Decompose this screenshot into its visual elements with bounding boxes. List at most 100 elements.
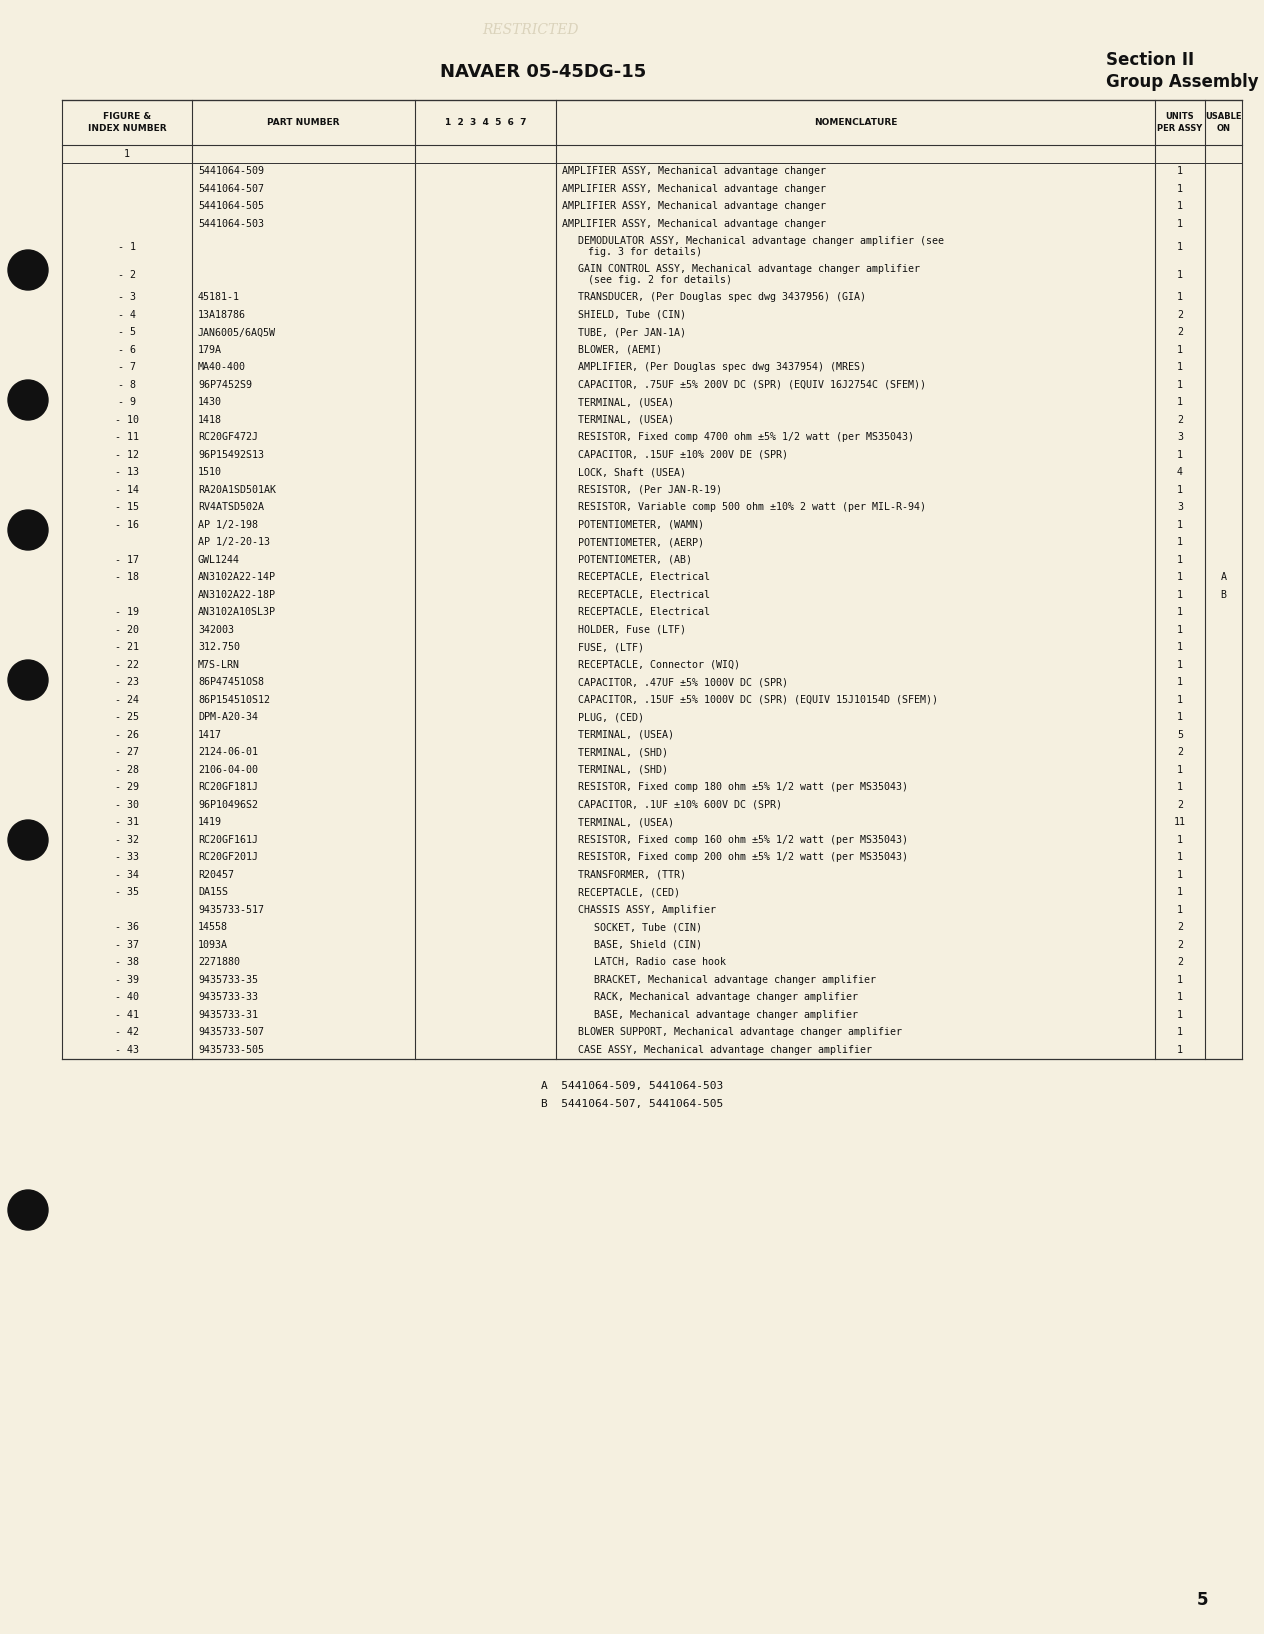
- Text: RESISTOR, Fixed comp 200 ohm ±5% 1/2 watt (per MS35043): RESISTOR, Fixed comp 200 ohm ±5% 1/2 wat…: [578, 853, 908, 863]
- Text: (see fig. 2 for details): (see fig. 2 for details): [588, 275, 732, 284]
- Text: 2106-04-00: 2106-04-00: [198, 765, 258, 775]
- Text: CASE ASSY, Mechanical advantage changer amplifier: CASE ASSY, Mechanical advantage changer …: [578, 1044, 872, 1056]
- Text: 1: 1: [1177, 608, 1183, 618]
- Text: 2271880: 2271880: [198, 958, 240, 967]
- Text: 1419: 1419: [198, 817, 222, 827]
- Text: AMPLIFIER ASSY, Mechanical advantage changer: AMPLIFIER ASSY, Mechanical advantage cha…: [562, 183, 825, 194]
- Text: 5: 5: [1196, 1592, 1207, 1609]
- Text: 1: 1: [1177, 905, 1183, 915]
- Text: - 1: - 1: [118, 242, 137, 252]
- Text: 1: 1: [1177, 379, 1183, 391]
- Text: - 6: - 6: [118, 345, 137, 355]
- Text: 96P10496S2: 96P10496S2: [198, 799, 258, 810]
- Text: 2: 2: [1177, 747, 1183, 757]
- Text: POTENTIOMETER, (WAMN): POTENTIOMETER, (WAMN): [578, 520, 704, 529]
- Text: - 27: - 27: [115, 747, 139, 757]
- Text: CAPACITOR, .75UF ±5% 200V DC (SPR) (EQUIV 16J2754C (SFEM)): CAPACITOR, .75UF ±5% 200V DC (SPR) (EQUI…: [578, 379, 927, 391]
- Text: - 15: - 15: [115, 502, 139, 511]
- Circle shape: [8, 1190, 48, 1230]
- Text: - 29: - 29: [115, 783, 139, 792]
- Text: - 37: - 37: [115, 940, 139, 949]
- Text: fig. 3 for details): fig. 3 for details): [588, 247, 702, 257]
- Text: - 38: - 38: [115, 958, 139, 967]
- Text: - 4: - 4: [118, 310, 137, 320]
- Text: 1: 1: [1177, 783, 1183, 792]
- Text: 1: 1: [1177, 835, 1183, 845]
- Text: 45181-1: 45181-1: [198, 292, 240, 302]
- Text: AMPLIFIER ASSY, Mechanical advantage changer: AMPLIFIER ASSY, Mechanical advantage cha…: [562, 201, 825, 211]
- Text: TERMINAL, (SHD): TERMINAL, (SHD): [578, 747, 667, 757]
- Text: - 36: - 36: [115, 922, 139, 933]
- Text: FUSE, (LTF): FUSE, (LTF): [578, 642, 643, 652]
- Text: PLUG, (CED): PLUG, (CED): [578, 712, 643, 722]
- Text: 9435733-505: 9435733-505: [198, 1044, 264, 1056]
- Text: TUBE, (Per JAN-1A): TUBE, (Per JAN-1A): [578, 327, 686, 337]
- Text: 1: 1: [1177, 556, 1183, 565]
- Text: - 20: - 20: [115, 624, 139, 634]
- Text: RC20GF161J: RC20GF161J: [198, 835, 258, 845]
- Text: 86P154510S12: 86P154510S12: [198, 694, 270, 704]
- Text: 96P7452S9: 96P7452S9: [198, 379, 252, 391]
- Text: 1: 1: [1177, 624, 1183, 634]
- Text: 5441064-509: 5441064-509: [198, 167, 264, 176]
- Text: B: B: [1221, 590, 1226, 600]
- Text: UNITS
PER ASSY: UNITS PER ASSY: [1158, 113, 1202, 132]
- Text: - 32: - 32: [115, 835, 139, 845]
- Text: - 24: - 24: [115, 694, 139, 704]
- Text: DA15S: DA15S: [198, 887, 228, 897]
- Text: - 23: - 23: [115, 676, 139, 688]
- Text: - 19: - 19: [115, 608, 139, 618]
- Text: BLOWER SUPPORT, Mechanical advantage changer amplifier: BLOWER SUPPORT, Mechanical advantage cha…: [578, 1028, 902, 1038]
- Text: BRACKET, Mechanical advantage changer amplifier: BRACKET, Mechanical advantage changer am…: [594, 975, 876, 985]
- Text: CAPACITOR, .15UF ±5% 1000V DC (SPR) (EQUIV 15J10154D (SFEM)): CAPACITOR, .15UF ±5% 1000V DC (SPR) (EQU…: [578, 694, 938, 704]
- Text: RESISTOR, Fixed comp 160 ohm ±5% 1/2 watt (per MS35043): RESISTOR, Fixed comp 160 ohm ±5% 1/2 wat…: [578, 835, 908, 845]
- Text: 1: 1: [1177, 183, 1183, 194]
- Text: TERMINAL, (USEA): TERMINAL, (USEA): [578, 817, 674, 827]
- Text: A  5441064-509, 5441064-503: A 5441064-509, 5441064-503: [541, 1082, 723, 1092]
- Text: TERMINAL, (USEA): TERMINAL, (USEA): [578, 397, 674, 407]
- Text: DPM-A20-34: DPM-A20-34: [198, 712, 258, 722]
- Text: RC20GF472J: RC20GF472J: [198, 433, 258, 443]
- Text: 4: 4: [1177, 467, 1183, 477]
- Text: 1: 1: [1177, 1044, 1183, 1056]
- Text: 11: 11: [1174, 817, 1186, 827]
- Text: 1: 1: [1177, 345, 1183, 355]
- Text: POTENTIOMETER, (AERP): POTENTIOMETER, (AERP): [578, 538, 704, 547]
- Text: 1: 1: [1177, 449, 1183, 459]
- Text: 2: 2: [1177, 922, 1183, 933]
- Text: 1: 1: [1177, 572, 1183, 582]
- Text: 1: 1: [124, 149, 130, 158]
- Text: 2: 2: [1177, 310, 1183, 320]
- Text: Section II: Section II: [1106, 51, 1194, 69]
- Text: DEMODULATOR ASSY, Mechanical advantage changer amplifier (see: DEMODULATOR ASSY, Mechanical advantage c…: [578, 237, 944, 247]
- Text: 3: 3: [1177, 502, 1183, 511]
- Text: RECEPTACLE, Connector (WIQ): RECEPTACLE, Connector (WIQ): [578, 660, 739, 670]
- Text: - 39: - 39: [115, 975, 139, 985]
- Text: - 40: - 40: [115, 992, 139, 1002]
- Text: 1093A: 1093A: [198, 940, 228, 949]
- Text: 1: 1: [1177, 485, 1183, 495]
- Text: - 28: - 28: [115, 765, 139, 775]
- Text: 5: 5: [1177, 730, 1183, 740]
- Text: 1: 1: [1177, 520, 1183, 529]
- Text: - 26: - 26: [115, 730, 139, 740]
- Text: - 14: - 14: [115, 485, 139, 495]
- Circle shape: [8, 660, 48, 699]
- Text: RESTRICTED: RESTRICTED: [483, 23, 579, 38]
- Text: - 9: - 9: [118, 397, 137, 407]
- Text: AMPLIFIER ASSY, Mechanical advantage changer: AMPLIFIER ASSY, Mechanical advantage cha…: [562, 219, 825, 229]
- Text: 1: 1: [1177, 992, 1183, 1002]
- Text: 312.750: 312.750: [198, 642, 240, 652]
- Circle shape: [8, 820, 48, 859]
- Text: NAVAER 05-45DG-15: NAVAER 05-45DG-15: [440, 64, 647, 82]
- Text: - 18: - 18: [115, 572, 139, 582]
- Text: 13A18786: 13A18786: [198, 310, 246, 320]
- Text: TRANSFORMER, (TTR): TRANSFORMER, (TTR): [578, 869, 686, 879]
- Text: 1: 1: [1177, 1028, 1183, 1038]
- Text: - 5: - 5: [118, 327, 137, 337]
- Text: 1: 1: [1177, 201, 1183, 211]
- Text: 1: 1: [1177, 397, 1183, 407]
- Text: RECEPTACLE, (CED): RECEPTACLE, (CED): [578, 887, 680, 897]
- Text: TRANSDUCER, (Per Douglas spec dwg 3437956) (GIA): TRANSDUCER, (Per Douglas spec dwg 343795…: [578, 292, 866, 302]
- Text: SOCKET, Tube (CIN): SOCKET, Tube (CIN): [594, 922, 702, 933]
